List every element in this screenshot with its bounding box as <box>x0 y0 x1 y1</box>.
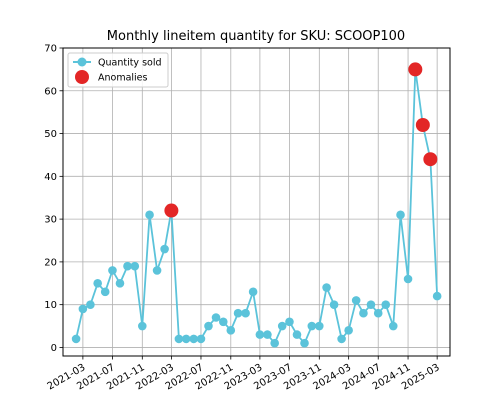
data-point-quantity-sold <box>211 313 221 322</box>
data-point-quantity-sold <box>432 291 442 301</box>
data-point-quantity-sold <box>196 334 206 344</box>
legend-marker-anomalies <box>75 70 89 84</box>
data-point-quantity-sold <box>181 334 191 344</box>
data-point-quantity-sold <box>160 244 169 254</box>
data-point-quantity-sold <box>93 278 102 288</box>
anomaly-point <box>423 152 438 167</box>
legend-marker-quantity-sold <box>77 57 87 67</box>
data-point-quantity-sold <box>263 330 272 339</box>
data-point-quantity-sold <box>241 308 250 318</box>
y-tick-label: 70 <box>44 44 57 55</box>
legend-box <box>67 52 169 88</box>
y-tick-label: 20 <box>44 257 57 268</box>
data-point-quantity-sold <box>137 321 147 331</box>
anomaly-point <box>164 203 179 218</box>
data-point-quantity-sold <box>270 338 279 348</box>
anomaly-point <box>408 62 423 77</box>
data-point-quantity-sold <box>285 317 294 327</box>
data-point-quantity-sold <box>100 287 110 297</box>
data-point-quantity-sold <box>403 274 413 284</box>
y-tick-label: 40 <box>44 172 57 183</box>
legend-label-quantity-sold: Quantity sold <box>98 58 162 69</box>
data-point-quantity-sold <box>226 326 236 335</box>
legend-label-anomalies: Anomalies <box>98 73 148 84</box>
data-point-quantity-sold <box>366 300 376 309</box>
y-tick-label: 50 <box>44 129 57 140</box>
y-tick-label: 0 <box>51 343 57 354</box>
data-point-quantity-sold <box>71 334 81 344</box>
data-point-quantity-sold <box>322 283 331 292</box>
data-point-quantity-sold <box>359 308 368 318</box>
data-point-quantity-sold <box>130 261 140 271</box>
data-point-quantity-sold <box>108 266 117 275</box>
plot-area <box>62 47 451 357</box>
data-point-quantity-sold <box>248 287 258 297</box>
data-point-quantity-sold <box>204 321 213 331</box>
data-point-quantity-sold <box>300 338 309 348</box>
legend: Quantity sold Anomalies <box>67 52 169 88</box>
data-point-quantity-sold <box>255 330 265 339</box>
data-point-quantity-sold <box>233 308 243 318</box>
data-point-quantity-sold <box>86 300 95 309</box>
data-point-quantity-sold <box>344 326 353 335</box>
data-point-quantity-sold <box>307 321 317 331</box>
data-point-quantity-sold <box>337 334 346 344</box>
series-layer <box>71 62 442 348</box>
y-tick-label: 30 <box>44 215 57 226</box>
data-point-quantity-sold <box>373 308 383 318</box>
data-point-quantity-sold <box>351 296 361 305</box>
chart-title: Monthly lineitem quantity for SKU: SCOOP… <box>107 29 405 44</box>
data-point-quantity-sold <box>189 334 198 344</box>
data-point-quantity-sold <box>396 210 405 220</box>
data-point-quantity-sold <box>145 210 154 220</box>
data-point-quantity-sold <box>218 317 228 327</box>
data-point-quantity-sold <box>388 321 398 331</box>
data-point-quantity-sold <box>152 266 162 275</box>
y-tick-label: 60 <box>44 86 57 97</box>
data-point-quantity-sold <box>277 321 287 331</box>
data-point-quantity-sold <box>115 278 125 288</box>
data-point-quantity-sold <box>315 321 324 331</box>
data-point-quantity-sold <box>292 330 302 339</box>
anomaly-point <box>415 118 430 132</box>
data-point-quantity-sold <box>78 304 88 314</box>
y-tick-label: 10 <box>44 300 57 311</box>
data-point-quantity-sold <box>174 334 184 344</box>
axes: 0102030405060702021-032021-072021-112022… <box>44 44 441 393</box>
data-point-quantity-sold <box>329 300 339 309</box>
grid <box>63 47 450 356</box>
data-point-quantity-sold <box>381 300 391 309</box>
data-point-quantity-sold <box>123 261 132 271</box>
